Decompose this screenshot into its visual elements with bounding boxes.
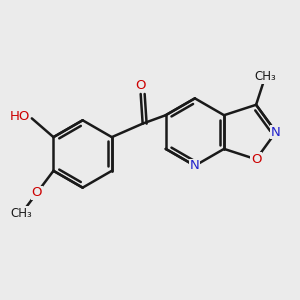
Text: CH₃: CH₃ [254, 70, 276, 83]
Text: CH₃: CH₃ [11, 207, 33, 220]
Text: O: O [251, 153, 261, 166]
Text: N: N [190, 159, 200, 172]
Text: O: O [135, 79, 146, 92]
Text: HO: HO [10, 110, 30, 123]
Text: N: N [271, 125, 281, 139]
Text: O: O [32, 186, 42, 200]
